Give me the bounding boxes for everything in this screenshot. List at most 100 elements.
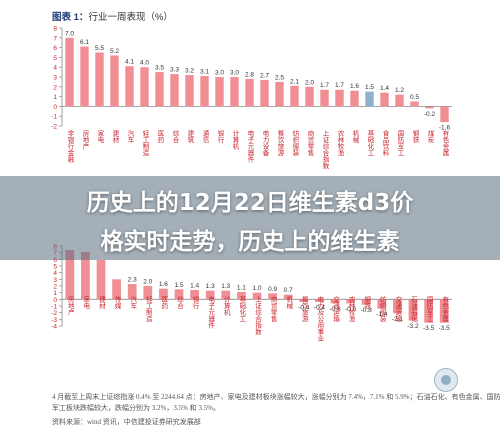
bar (440, 106, 449, 123)
footnote-line-2: 军工板块跌幅较大，跌幅分别为 3.2%，3.5% 和 3.5%。 (52, 404, 220, 412)
category-label: 轻工制造 (144, 295, 152, 324)
bar (200, 76, 209, 107)
bar-value-label: 1.6 (159, 281, 168, 288)
category-label: 电力设备 (261, 129, 269, 158)
bar-value-label: 2.3 (128, 277, 137, 284)
bar (299, 299, 309, 302)
bar-value-label: -3.5 (423, 325, 435, 332)
bar (230, 77, 239, 107)
category-label: 电子元器件 (246, 129, 254, 164)
bar-value-label: -0.4 (298, 305, 310, 312)
bar (320, 89, 329, 107)
bar-value-label: 3.0 (215, 70, 224, 77)
category-label: 电力及公用事业 (316, 295, 324, 342)
bar-value-label: -0.6 (329, 306, 341, 313)
bar (330, 299, 340, 304)
bar-value-label: 2.7 (260, 72, 269, 79)
y-tick-label: 3 (53, 75, 57, 82)
bar-value-label: 0.9 (268, 286, 277, 293)
bar (125, 66, 134, 107)
bar (112, 279, 121, 300)
industry-weekly-chart-2: -4-3-2-1012345678房地产家电建材传媒2.3汽车2.0轻工制造1.… (51, 244, 452, 342)
bar (81, 252, 90, 300)
bar-value-label: -1.6 (439, 125, 451, 132)
bar-value-label: -3.2 (407, 323, 419, 330)
category-label: 机械 (351, 129, 359, 145)
source-note: 资料来源：wind 资讯，中信建投证券研究发展部 (52, 418, 201, 426)
y-tick-label: -3 (51, 317, 57, 324)
bar (393, 299, 402, 314)
bar-value-label: -3.5 (439, 325, 451, 332)
category-label: 食品饮料 (381, 129, 389, 158)
bar (185, 75, 194, 107)
category-label: 医药 (156, 130, 164, 145)
bar-value-label: -2.1 (392, 316, 404, 323)
category-label: 纺织服装 (291, 129, 299, 158)
y-tick-label: 6 (53, 45, 57, 52)
footnote-line-1: 4 月截至上周末上证综指涨 0.4% 至 2244.64 点：房地产、家电及建材… (52, 393, 500, 401)
bar (424, 299, 433, 323)
bar (275, 81, 284, 107)
bar (245, 78, 254, 107)
category-label: 钢铁 (363, 296, 371, 311)
category-label: 国防军工 (425, 296, 433, 323)
category-label: 有色金属 (441, 295, 449, 324)
category-label: 电子元器件 (207, 295, 215, 330)
y-tick-label: -2 (51, 310, 57, 317)
bar (159, 288, 168, 300)
category-label: 房地产 (81, 129, 89, 151)
bar-value-label: 1.2 (395, 87, 404, 94)
y-tick-label: 4 (53, 270, 57, 277)
publisher-logo-icon (434, 368, 458, 392)
category-label: 家电 (82, 295, 90, 310)
category-label: 商贸零售 (306, 129, 314, 158)
bar-value-label: 3.5 (155, 65, 164, 72)
category-label: 餐饮旅游 (300, 295, 308, 324)
y-tick-label: 1 (53, 290, 57, 297)
bar-value-label: 1.3 (206, 283, 215, 290)
y-tick-label: 0 (53, 297, 57, 304)
bar-value-label: 2.8 (245, 71, 254, 78)
bar (174, 289, 184, 300)
bar-value-label: 3.2 (185, 68, 194, 75)
figure-label-prefix: 图表 1： (52, 12, 89, 23)
bar (365, 91, 374, 107)
bar-value-label: -0.4 (314, 305, 326, 312)
bar-value-label: 2.0 (143, 279, 152, 286)
category-label: 基础化工 (238, 295, 246, 323)
bar (290, 85, 299, 107)
bar (140, 67, 149, 107)
bar (95, 52, 104, 107)
category-label: 石油石化 (410, 296, 418, 324)
figure-title: 图表 1：行业一周表现（%） (52, 9, 173, 23)
bar (425, 106, 434, 109)
category-label: 机械 (285, 295, 293, 311)
bar (215, 77, 224, 107)
bar-value-label: 0.7 (284, 287, 293, 294)
category-label: 交通运输 (332, 295, 340, 324)
y-tick-label: 4 (53, 65, 57, 72)
bar (335, 89, 344, 107)
bar-value-label: 1.1 (237, 285, 246, 292)
bar-value-label: -1.4 (376, 311, 388, 318)
bar (96, 260, 106, 300)
bar-value-label: 3.3 (170, 67, 179, 74)
bar-value-label: 3.1 (200, 69, 209, 76)
bar (410, 101, 419, 107)
category-label: 非银行金融 (66, 129, 74, 164)
category-label: 农林牧渔 (336, 129, 344, 158)
bar-value-label: 1.7 (320, 82, 329, 89)
bar-value-label: 1.5 (174, 282, 183, 289)
category-label: 综合 (176, 295, 184, 311)
bar-value-label: 1.0 (252, 285, 261, 292)
y-tick-label: -1 (51, 304, 57, 311)
bar-value-label: 1.3 (221, 283, 230, 290)
y-tick-label: 6 (53, 257, 57, 264)
bar-value-label: 0.5 (410, 94, 419, 101)
bar-value-label: -0.2 (424, 111, 436, 118)
category-label: 交通运输 (394, 295, 402, 324)
bar (110, 55, 119, 107)
bar (260, 79, 269, 107)
bar-value-label: 2.0 (305, 79, 314, 86)
category-label: 通信 (201, 129, 209, 145)
